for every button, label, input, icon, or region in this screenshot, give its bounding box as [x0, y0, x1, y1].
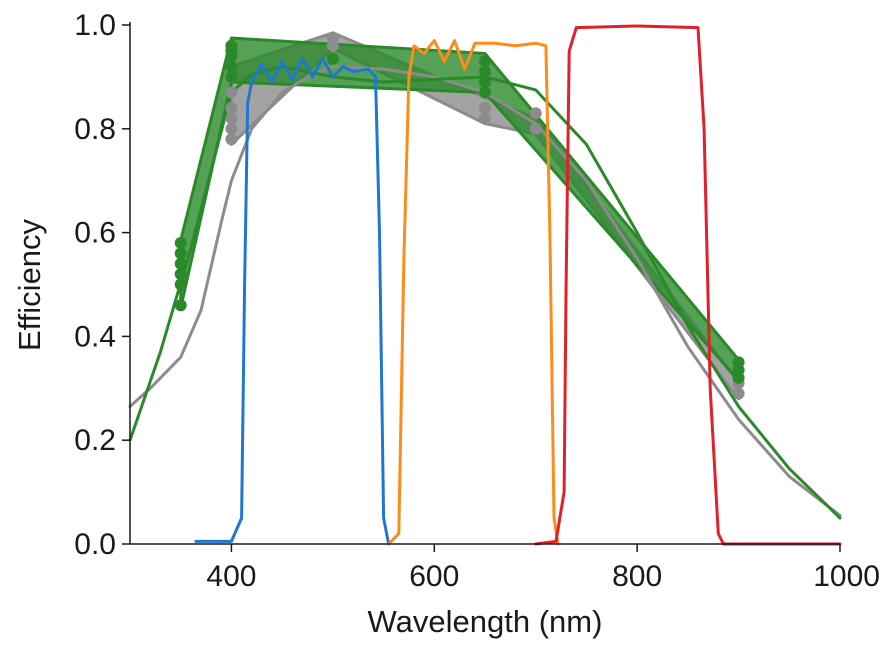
gray-marker: [225, 102, 238, 114]
red-curve: [534, 24, 842, 546]
gray-marker: [225, 122, 238, 135]
gray-marker: [225, 86, 238, 99]
gray-marker: [326, 32, 339, 44]
green-marker: [225, 60, 238, 73]
efficiency-curves: [128, 24, 842, 546]
tick-labels: 0.0 0.2 0.4 0.6 0.8 1.0 400 600 800 1000: [74, 9, 880, 593]
green-marker: [174, 299, 187, 312]
gray-marker: [225, 133, 238, 146]
x-axis-title: Wavelength (nm): [368, 604, 603, 639]
green-marker: [479, 55, 491, 68]
green-marker: [479, 86, 491, 99]
y-tick-label: 0.0: [74, 528, 116, 561]
green-marker: [174, 268, 187, 281]
blue-curve: [194, 57, 391, 546]
gray-marker: [529, 122, 542, 135]
y-axis-title: Efficiency: [12, 218, 47, 351]
green-marker: [174, 247, 187, 260]
orange-curve: [387, 39, 560, 546]
y-tick-label: 0.8: [74, 113, 116, 146]
y-tick-label: 1.0: [74, 9, 116, 42]
x-tick-label: 800: [612, 560, 662, 593]
green-marker: [732, 356, 745, 369]
x-tick-label: 1000: [813, 560, 880, 593]
gray-marker: [479, 102, 491, 114]
x-tick-label: 600: [409, 560, 459, 593]
gray-curve: [128, 65, 842, 517]
confidence-bands: [179, 31, 741, 401]
green-marker: [479, 65, 491, 78]
green-marker: [174, 278, 187, 291]
green-marker: [479, 76, 491, 89]
data-markers: [174, 32, 745, 400]
green-marker: [225, 39, 238, 52]
axes: [122, 22, 841, 552]
y-tick-label: 0.6: [74, 217, 116, 250]
gray-marker: [225, 112, 238, 125]
gray-marker: [529, 107, 542, 120]
y-tick-label: 0.2: [74, 424, 116, 457]
gray-marker: [479, 112, 491, 125]
y-tick-label: 0.4: [74, 320, 116, 353]
gray-marker: [732, 387, 745, 400]
green-marker: [174, 257, 187, 270]
green-marker: [225, 70, 238, 83]
green-marker: [174, 237, 187, 249]
x-tick-label: 400: [206, 560, 256, 593]
green-marker: [326, 52, 339, 65]
